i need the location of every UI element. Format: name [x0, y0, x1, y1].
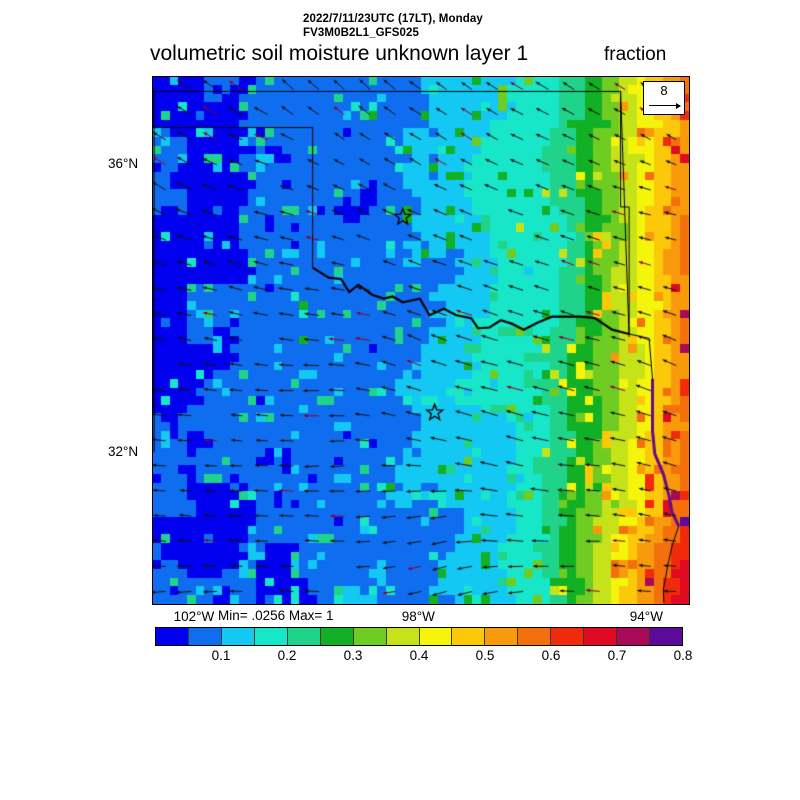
colorbar-segment [419, 628, 453, 645]
colorbar-segment [188, 628, 222, 645]
colorbar-segment [353, 628, 387, 645]
colorbar-tick: 0.3 [343, 648, 363, 663]
colorbar-segment [584, 628, 618, 645]
lat-label-32: 32°N [108, 444, 139, 460]
lon-label-94: 94°W [629, 609, 663, 624]
colorbar-segment [221, 628, 255, 645]
colorbar-segment [386, 628, 420, 645]
wind-vector-key: 8 [643, 81, 685, 115]
colorbar-segment [320, 628, 354, 645]
colorbar [155, 627, 683, 646]
header-datetime: 2022/7/11/23UTC (17LT), Monday [303, 13, 483, 25]
colorbar-tick: 0.5 [475, 648, 495, 663]
colorbar-segment [617, 628, 651, 645]
colorbar-segment [518, 628, 552, 645]
colorbar-segment [650, 628, 682, 645]
lon-label-102: 102°W [173, 609, 215, 624]
colorbar-tick: 0.4 [409, 648, 429, 663]
minmax-readout: Min= .0256 Max= 1 [218, 608, 334, 623]
colorbar-segment [287, 628, 321, 645]
header-model-id: FV3M0B2L1_GFS025 [303, 27, 420, 39]
units-label: fraction [604, 44, 667, 65]
wind-vector-key-label: 8 [660, 83, 668, 98]
wind-vector-arrow-icon [649, 102, 681, 109]
colorbar-tick: 0.1 [211, 648, 231, 663]
colorbar-tick: 0.8 [673, 648, 693, 663]
colorbar-segment [485, 628, 519, 645]
map-panel: 8 [152, 76, 690, 605]
colorbar-segment [551, 628, 585, 645]
colorbar-segment [254, 628, 288, 645]
colorbar-tick: 0.2 [277, 648, 297, 663]
page-title: volumetric soil moisture unknown layer 1 [150, 42, 529, 65]
lat-label-36: 36°N [108, 155, 139, 171]
colorbar-segment [452, 628, 486, 645]
lon-label-98: 98°W [401, 609, 435, 624]
soil-moisture-field [153, 77, 689, 604]
colorbar-tick-labels: 0.1 0.2 0.3 0.4 0.5 0.6 0.7 0.8 [155, 648, 693, 666]
colorbar-tick: 0.7 [607, 648, 627, 663]
colorbar-segment [156, 628, 189, 645]
colorbar-tick: 0.6 [541, 648, 561, 663]
